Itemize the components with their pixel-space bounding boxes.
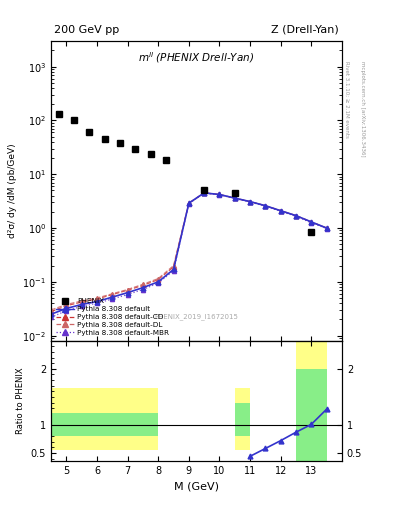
Bar — [296, 341, 327, 461]
Text: m$^{ll}$ (PHENIX Drell-Yan): m$^{ll}$ (PHENIX Drell-Yan) — [138, 50, 255, 65]
X-axis label: M (GeV): M (GeV) — [174, 481, 219, 491]
Text: PHENIX_2019_I1672015: PHENIX_2019_I1672015 — [154, 313, 239, 320]
Bar — [235, 402, 250, 436]
Y-axis label: d²σ/ dy /dM (pb/GeV): d²σ/ dy /dM (pb/GeV) — [8, 143, 17, 238]
Text: Rivet 3.1.10; ≥ 2.1M events: Rivet 3.1.10; ≥ 2.1M events — [344, 61, 349, 138]
Text: mcplots.cern.ch [arXiv:1306.3436]: mcplots.cern.ch [arXiv:1306.3436] — [360, 61, 365, 157]
Y-axis label: Ratio to PHENIX: Ratio to PHENIX — [16, 368, 25, 434]
Bar — [51, 389, 158, 450]
Bar — [235, 389, 250, 450]
Text: 200 GeV pp: 200 GeV pp — [54, 25, 119, 35]
Bar — [296, 369, 327, 461]
Bar — [51, 413, 158, 436]
Legend: PHENIX, Pythia 8.308 default, Pythia 8.308 default-CD, Pythia 8.308 default-DL, : PHENIX, Pythia 8.308 default, Pythia 8.3… — [55, 297, 171, 337]
Text: Z (Drell-Yan): Z (Drell-Yan) — [271, 25, 339, 35]
